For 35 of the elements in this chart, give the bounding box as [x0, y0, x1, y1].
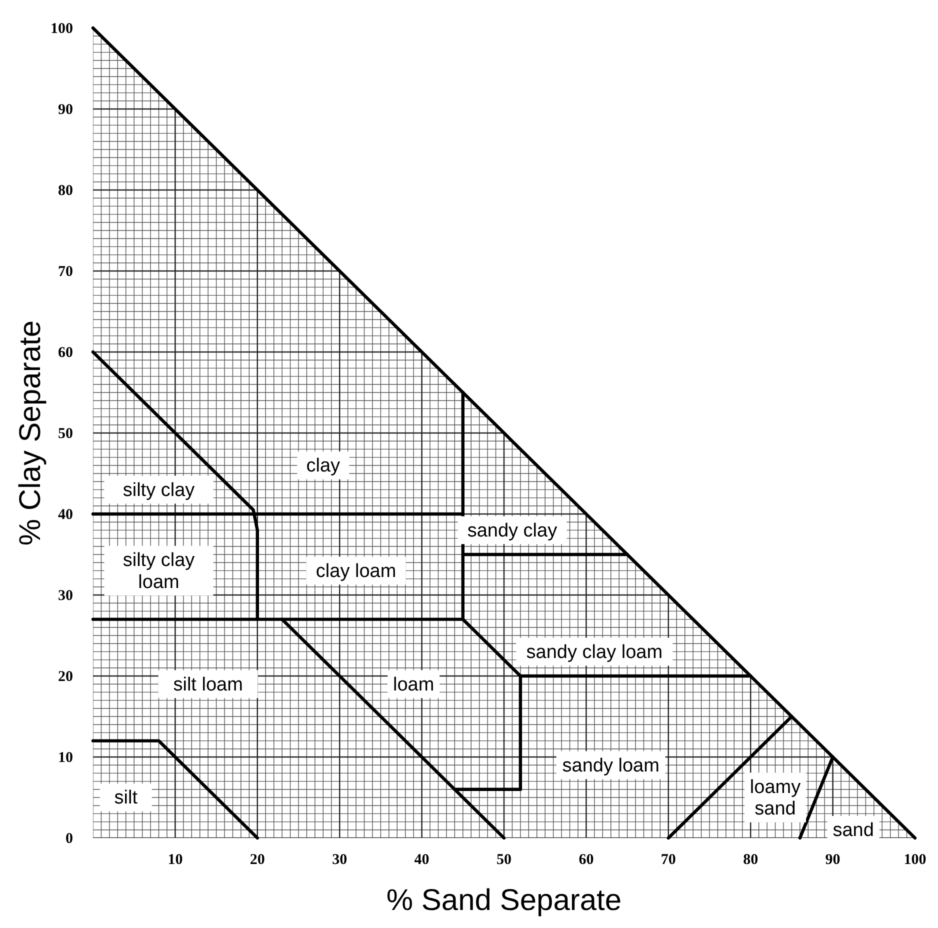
y-tick-label: 20: [58, 669, 73, 685]
annotation: clay loam: [316, 560, 396, 582]
x-tick-label: 10: [168, 852, 183, 868]
annotation: sandy clay loam: [526, 642, 663, 663]
y-tick-label: 60: [58, 345, 73, 361]
annotation: silt: [114, 788, 138, 809]
y-tick-label: 0: [66, 831, 73, 847]
y-tick-label: 100: [50, 21, 73, 37]
y-tick-label: 50: [58, 426, 73, 442]
x-tick-label: 70: [660, 852, 676, 868]
x-tick-label: 80: [743, 852, 758, 868]
y-tick-label: 10: [58, 750, 73, 766]
annotation: silty clay loam: [122, 550, 196, 593]
annotation: clay: [306, 456, 341, 477]
y-tick-label: 30: [58, 588, 73, 604]
x-tick-label: 50: [496, 852, 512, 868]
x-axis-title: % Sand Separate: [386, 884, 622, 917]
y-tick-label: 40: [58, 507, 73, 523]
annotation: silt loam: [173, 674, 243, 696]
x-tick-label: 90: [825, 852, 840, 868]
annotation: sand: [832, 820, 874, 842]
annotation: sandy clay: [467, 520, 558, 542]
y-tick-label: 90: [58, 102, 73, 118]
x-tick-label: 60: [578, 852, 594, 868]
annotation: loamy sand: [750, 776, 802, 820]
x-tick-label: 40: [414, 852, 430, 868]
y-tick-label: 70: [58, 264, 73, 280]
annotation: loam: [392, 674, 434, 696]
x-tick-label: 30: [332, 852, 348, 868]
y-axis-title: % Clay Separate: [14, 320, 47, 546]
annotation: silty clay: [122, 480, 196, 501]
x-tick-label: 100: [904, 852, 926, 868]
annotation: sandy loam: [562, 755, 660, 776]
x-tick-label: 20: [250, 852, 265, 868]
y-tick-label: 80: [58, 183, 73, 199]
